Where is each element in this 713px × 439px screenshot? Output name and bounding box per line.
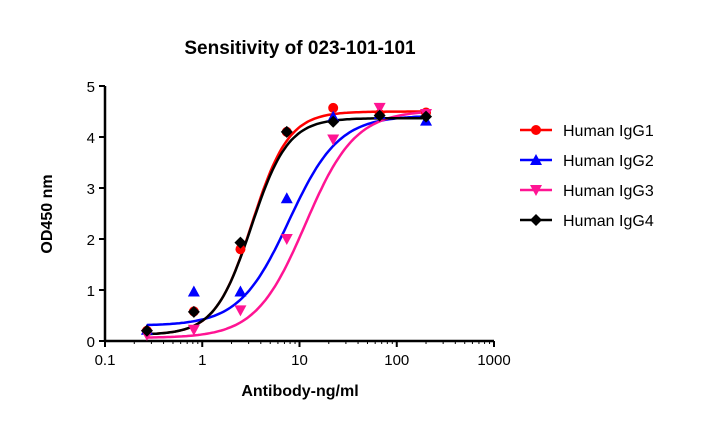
- legend-label: Human IgG3: [563, 183, 654, 200]
- data-point-triangle-up: [234, 285, 247, 297]
- data-point-triangle-down: [280, 234, 293, 245]
- data-point-diamond: [373, 109, 386, 122]
- x-tick-label: 1000: [477, 352, 510, 369]
- legend-item: Human IgG1: [520, 123, 654, 140]
- legend-label: Human IgG1: [563, 123, 654, 140]
- data-point-circle: [328, 102, 339, 113]
- legend-item: Human IgG2: [520, 153, 654, 170]
- data-point-diamond: [234, 236, 247, 249]
- legend-item: Human IgG4: [520, 213, 654, 230]
- legend-item: Human IgG3: [520, 183, 654, 200]
- y-tick-label: 2: [87, 232, 95, 249]
- legend-marker: [530, 214, 542, 226]
- legend-marker: [530, 154, 542, 165]
- data-point-triangle-down: [234, 305, 247, 317]
- x-tick-label: 100: [384, 352, 409, 369]
- data-point-diamond: [327, 115, 340, 128]
- x-tick-label: 10: [291, 352, 308, 369]
- data-point-diamond: [187, 305, 200, 318]
- y-tick-label: 5: [87, 79, 95, 96]
- data-point-diamond: [140, 324, 153, 337]
- data-point-triangle-down: [187, 324, 200, 336]
- legend-marker: [531, 125, 541, 135]
- data-point-diamond: [420, 110, 433, 123]
- data-point-triangle-up: [280, 192, 293, 204]
- data-point-triangle-down: [327, 134, 340, 146]
- data-point-triangle-down: [373, 102, 386, 114]
- x-axis-label: Antibody-ng/ml: [241, 383, 358, 400]
- legend-marker: [530, 185, 542, 196]
- chart-title: Sensitivity of 023-101-101: [184, 38, 416, 59]
- data-point-circle: [235, 244, 246, 255]
- data-point-diamond: [280, 125, 293, 138]
- y-tick-label: 0: [87, 334, 95, 351]
- data-point-triangle-up: [187, 285, 200, 297]
- y-tick-label: 4: [87, 130, 95, 147]
- x-tick-label: 0.1: [95, 352, 116, 369]
- legend-label: Human IgG2: [563, 153, 654, 170]
- y-tick-label: 1: [87, 283, 95, 300]
- x-tick-label: 1: [198, 352, 206, 369]
- y-axis-label: OD450 nm: [39, 174, 56, 253]
- y-tick-label: 3: [87, 181, 95, 198]
- legend-label: Human IgG4: [563, 213, 654, 230]
